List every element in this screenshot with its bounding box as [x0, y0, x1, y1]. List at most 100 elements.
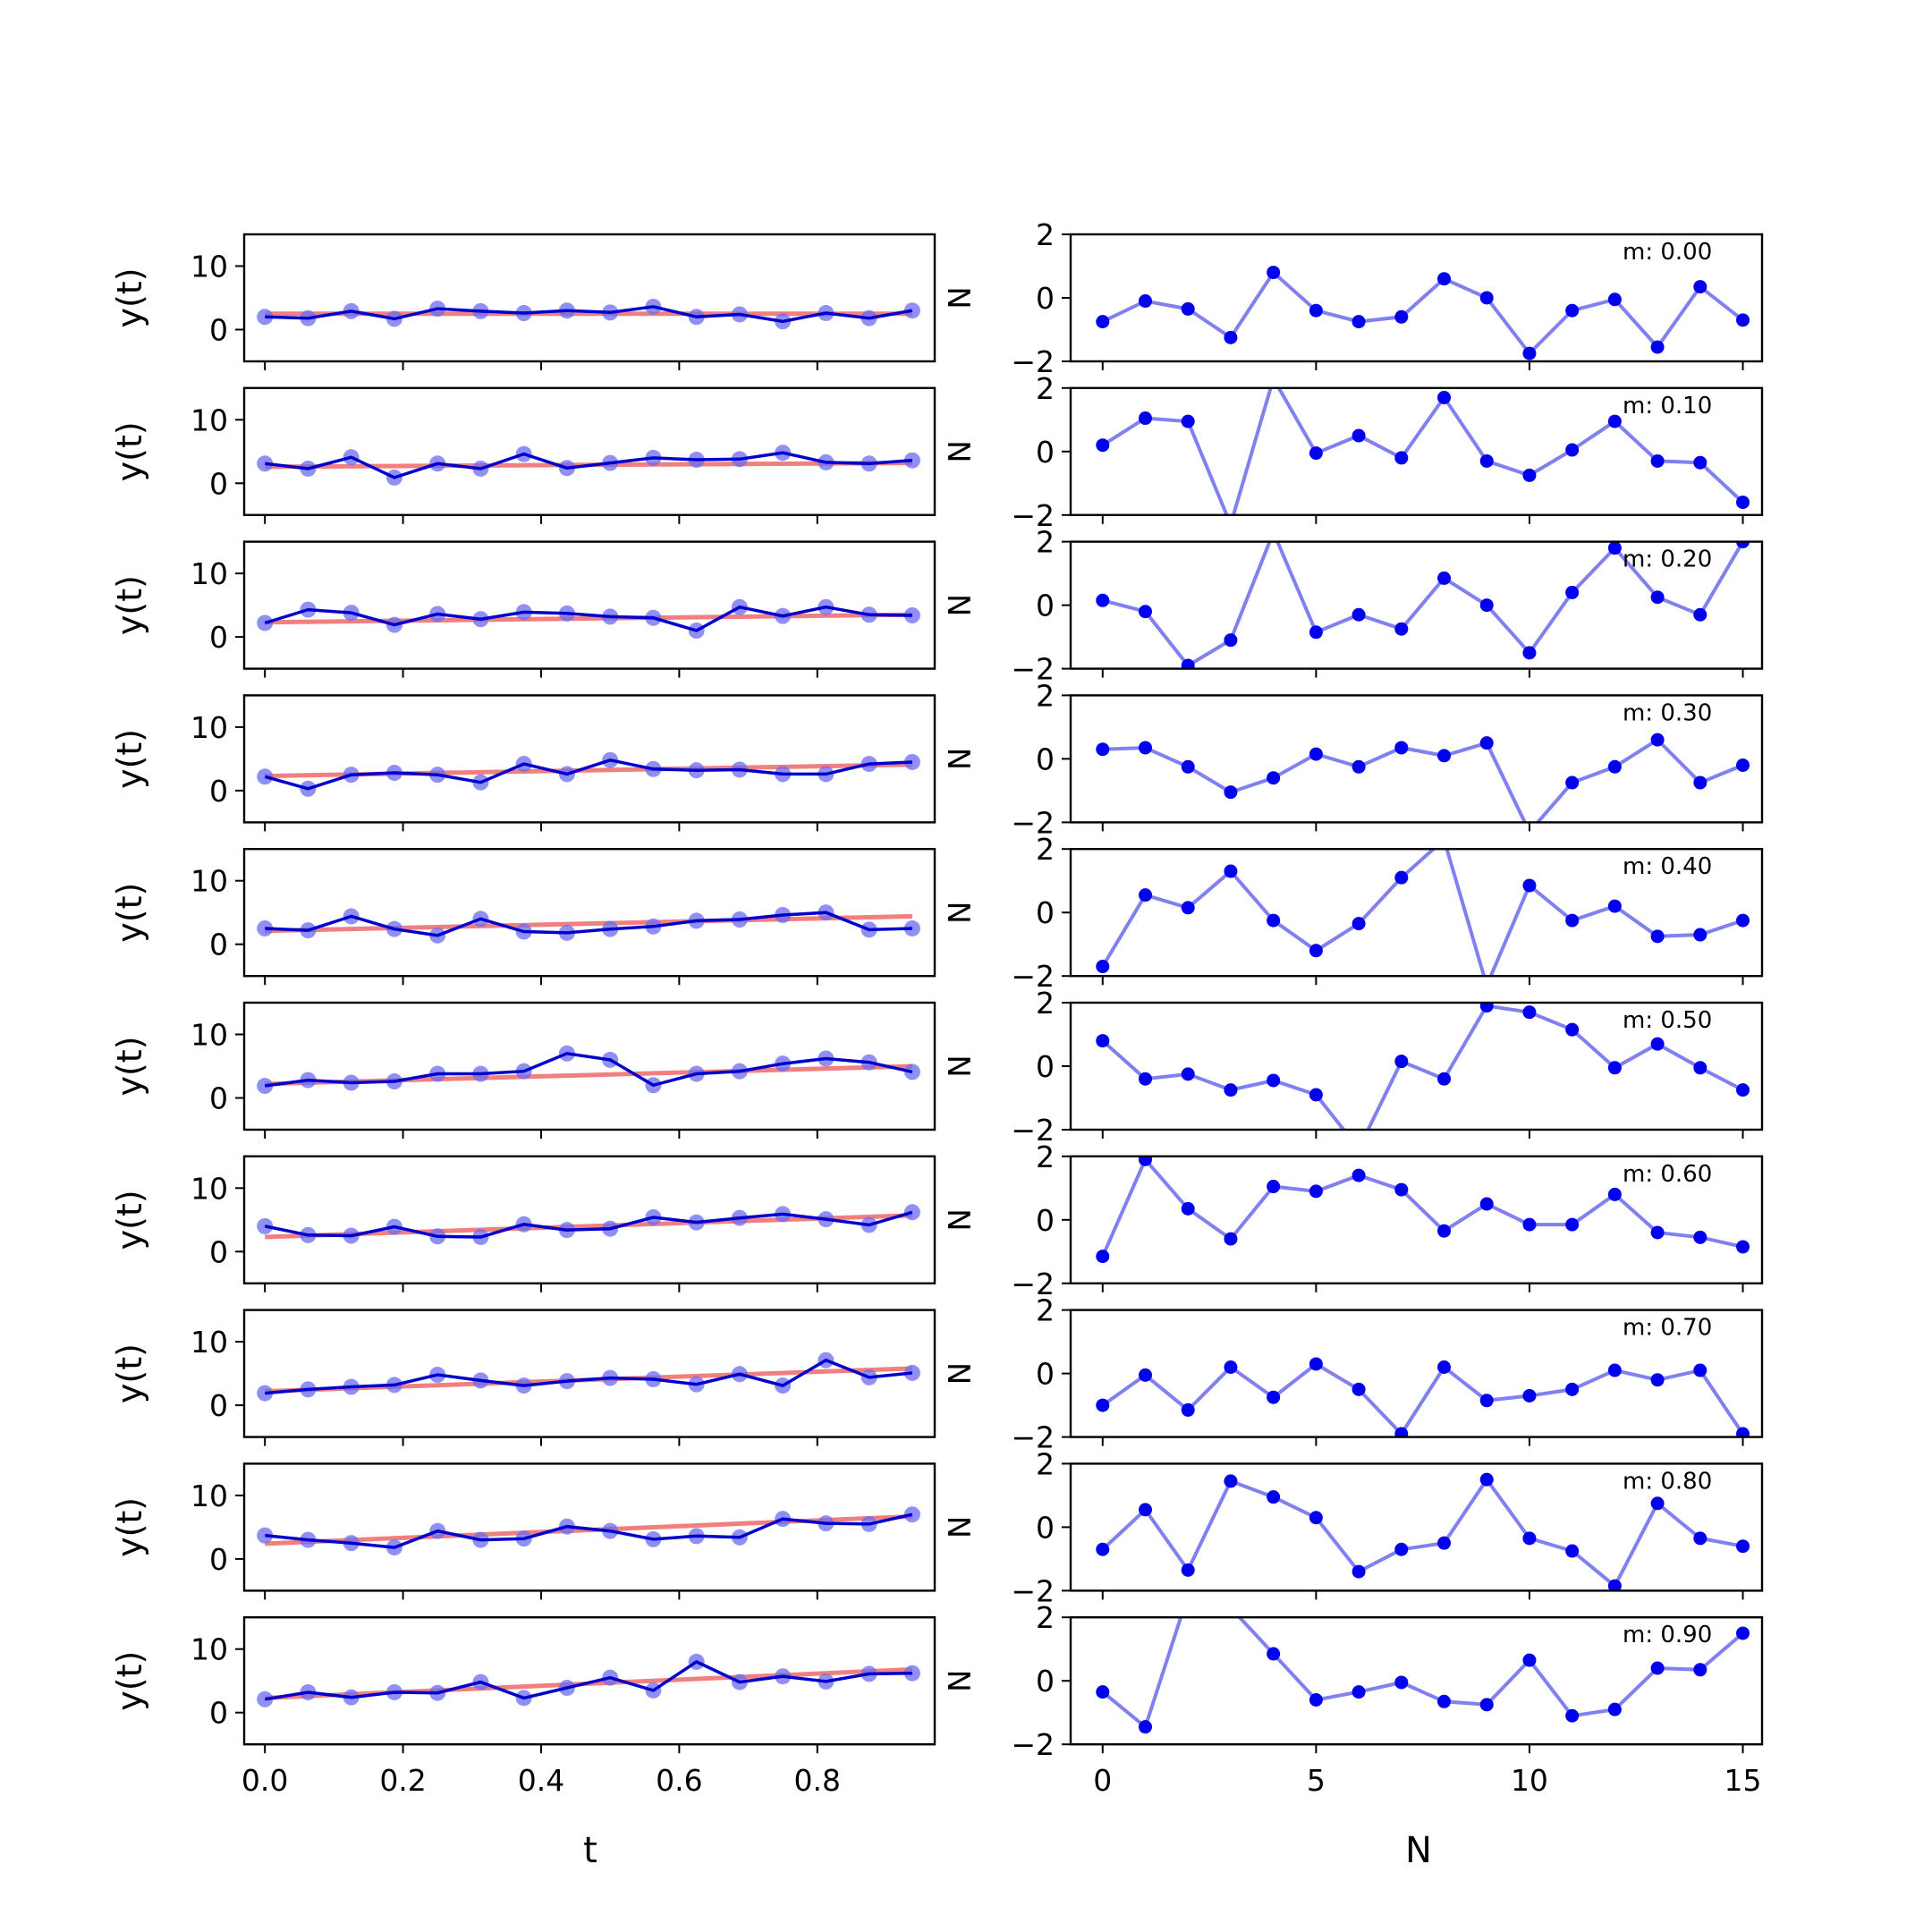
y-tick-label: 2: [1036, 1446, 1055, 1481]
residual-point: [1352, 1564, 1366, 1579]
residual-point: [1650, 733, 1665, 747]
right-panel-7: −2 0 2 m: 0.70 N: [940, 1293, 1764, 1455]
residual-point: [1607, 1187, 1622, 1201]
residual-point: [1565, 1544, 1580, 1558]
left-panel-9: 0 10 y(t): [110, 1615, 936, 1754]
y-tick-label: −2: [1011, 652, 1055, 687]
right-y-axis-label: N: [940, 1362, 976, 1385]
left-axes-frame: [242, 1155, 936, 1285]
residual-point: [1650, 340, 1665, 354]
y-tick-label: 10: [191, 1171, 228, 1206]
y-tick-label: 0: [1036, 281, 1055, 316]
x-tick-label: 0.2: [379, 1763, 426, 1798]
residual-point: [1565, 443, 1580, 457]
residual-point: [1394, 1542, 1409, 1556]
residual-point: [1309, 747, 1323, 761]
residual-point: [1437, 571, 1452, 585]
residual-point: [1479, 736, 1494, 750]
y-tick-label: −2: [1011, 344, 1055, 379]
y-tick-label: −2: [1011, 805, 1055, 840]
y-tick-label: 10: [191, 556, 228, 591]
left-panel-2: 0 10 y(t): [110, 540, 936, 678]
residual-point: [1267, 372, 1280, 386]
y-tick-label: −2: [1011, 1113, 1055, 1148]
residual-point: [1224, 330, 1238, 344]
residual-point: [1309, 944, 1323, 958]
left-panel-7: 0 10 y(t): [110, 1309, 936, 1446]
residual-line: [1101, 269, 1744, 357]
residual-point: [1267, 525, 1280, 538]
series-line: [264, 605, 912, 632]
residual-line: [1100, 1156, 1743, 1258]
data-point: [903, 452, 920, 469]
series-line: [265, 1358, 913, 1395]
y-tick-label: 0: [1036, 895, 1055, 930]
residual-point: [1693, 1363, 1707, 1377]
data-point: [257, 1078, 274, 1095]
left-panel-6: 0 10 y(t): [110, 1155, 936, 1292]
right-panel-5: −2 0 2 m: 0.50 N: [940, 986, 1764, 1156]
residual-point: [1267, 1073, 1281, 1088]
m-annotation: m: 0.50: [1623, 1007, 1712, 1034]
residual-point: [1267, 1180, 1281, 1194]
residual-point: [1096, 1398, 1110, 1412]
residual-point: [1437, 1536, 1452, 1550]
m-annotation: m: 0.90: [1623, 1622, 1712, 1648]
residual-point: [1352, 1168, 1366, 1182]
residual-point: [1394, 1182, 1409, 1197]
residual-point: [1693, 455, 1707, 470]
residual-point: [1267, 266, 1281, 280]
residual-point: [1522, 1653, 1537, 1667]
y-tick-label: 0: [1036, 435, 1055, 470]
residual-point: [1181, 658, 1195, 669]
left-plot-area: [257, 1352, 920, 1402]
y-tick-label: 0: [1036, 589, 1055, 623]
residual-point: [1736, 1539, 1750, 1554]
y-tick-label: 0: [209, 1234, 228, 1269]
right-panel-2: −2 0 2 m: 0.20 N: [940, 525, 1764, 687]
right-plot-area: [1096, 525, 1750, 669]
residual-point: [1479, 453, 1494, 468]
residual-point: [1309, 1693, 1323, 1707]
residual-line: [1101, 1617, 1744, 1731]
y-axis-label: y(t): [110, 1343, 149, 1403]
m-annotation: m: 0.00: [1623, 239, 1712, 266]
data-point: [903, 1506, 920, 1523]
residual-point: [1522, 468, 1537, 482]
data-point: [257, 1690, 274, 1707]
left-plot-area: [257, 1204, 920, 1245]
residual-point: [1267, 1647, 1281, 1661]
residual-point: [1181, 1067, 1195, 1081]
residual-point: [1607, 1702, 1622, 1716]
y-tick-label: 2: [1036, 525, 1055, 560]
y-tick-label: 2: [1036, 371, 1055, 406]
right-panel-4: −2 0 2 m: 0.40 N: [940, 832, 1764, 994]
y-tick-label: 0: [1036, 1510, 1055, 1545]
data-point: [257, 1527, 274, 1544]
data-point: [257, 455, 274, 472]
m-annotation: m: 0.20: [1623, 547, 1712, 573]
data-point: [903, 1204, 920, 1221]
y-tick-label: 2: [1036, 1293, 1055, 1328]
residual-point: [1437, 1694, 1452, 1708]
residual-line: [1101, 1004, 1744, 1130]
y-tick-label: −2: [1011, 1267, 1055, 1301]
residual-point: [1394, 309, 1409, 324]
right-y-axis-label: N: [940, 594, 976, 616]
residual-point: [1607, 899, 1622, 913]
residual-point: [1394, 741, 1409, 755]
right-plot-area: [1096, 1003, 1750, 1156]
data-point: [903, 1364, 920, 1381]
residual-point: [1139, 888, 1153, 902]
residual-point: [1352, 1142, 1366, 1156]
y-tick-label: 2: [1036, 1600, 1055, 1635]
y-axis-label: y(t): [110, 1036, 149, 1096]
x-tick-label: 0.6: [656, 1763, 702, 1798]
residual-point: [1736, 1626, 1750, 1640]
y-axis-label: y(t): [110, 729, 149, 789]
residual-point: [1522, 1005, 1537, 1020]
data-point: [903, 302, 920, 319]
y-tick-label: 2: [1036, 217, 1055, 252]
m-annotation: m: 0.70: [1623, 1315, 1712, 1342]
left-plot-area: [257, 904, 920, 944]
